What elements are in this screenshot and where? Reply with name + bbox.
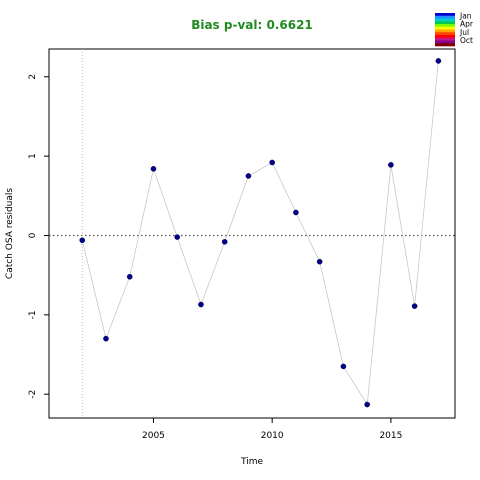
legend-color-band xyxy=(435,24,455,28)
data-point xyxy=(103,335,109,342)
data-point xyxy=(79,237,86,244)
data-point xyxy=(411,303,418,309)
legend-label: Oct xyxy=(460,36,473,45)
data-point xyxy=(269,159,275,166)
y-tick-label: 0 xyxy=(28,232,38,238)
x-axis: 2005 2010 2015 xyxy=(142,418,402,441)
legend-color-band xyxy=(435,35,455,39)
legend-label: Jul xyxy=(459,28,469,37)
chart-title: Bias p-val: 0.6621 xyxy=(191,18,313,32)
data-points xyxy=(79,58,442,408)
legend-color-band xyxy=(435,29,455,33)
y-tick-label: -1 xyxy=(28,310,38,319)
y-tick-label: 1 xyxy=(28,153,38,159)
plot-frame xyxy=(48,48,456,419)
residual-line xyxy=(81,60,439,406)
legend-label: Apr xyxy=(460,20,474,29)
data-point xyxy=(198,301,204,308)
legend-color-band xyxy=(435,43,455,47)
legend-color-band xyxy=(435,15,455,19)
x-tick-label: 2015 xyxy=(379,431,402,441)
legend-label: Jan xyxy=(459,12,472,21)
legend-color-band xyxy=(435,18,455,22)
data-point xyxy=(221,239,228,245)
legend-color-band xyxy=(435,40,455,44)
x-axis-label: Time xyxy=(240,457,263,467)
y-axis: -2 -1 0 1 2 xyxy=(28,74,49,399)
data-point xyxy=(340,363,347,370)
data-point xyxy=(388,162,394,168)
legend-color-band xyxy=(435,13,455,17)
y-tick-label: -2 xyxy=(28,390,38,399)
data-point xyxy=(245,173,252,179)
data-point xyxy=(174,234,181,240)
legend-color-band xyxy=(435,37,455,41)
x-tick-label: 2010 xyxy=(261,431,284,441)
legend-color-band xyxy=(435,21,455,25)
data-point xyxy=(364,401,370,408)
data-point xyxy=(126,273,133,280)
legend-color-band xyxy=(435,32,455,36)
y-axis-label: Catch OSA residuals xyxy=(5,188,15,279)
series-line xyxy=(81,60,439,406)
legend-color-band xyxy=(435,26,455,30)
reference-lines xyxy=(49,49,455,418)
y-tick-label: 2 xyxy=(28,74,38,80)
data-point xyxy=(150,166,157,172)
data-point xyxy=(293,209,299,216)
data-point xyxy=(435,58,442,64)
x-tick-label: 2005 xyxy=(142,431,165,441)
data-point xyxy=(316,258,323,265)
